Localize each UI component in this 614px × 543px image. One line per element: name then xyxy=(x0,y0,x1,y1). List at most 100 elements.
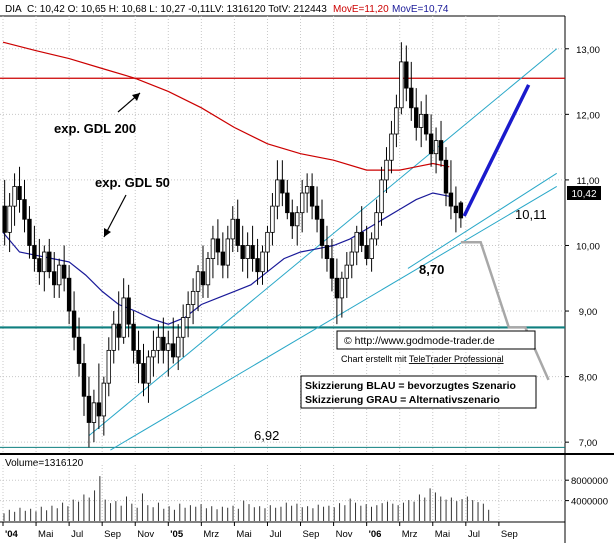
candle-body-up xyxy=(304,186,310,194)
price-tick-label: 8,00 xyxy=(579,373,598,384)
candle-body-up xyxy=(156,336,161,351)
candle-body-up xyxy=(433,140,439,155)
candle-body-up xyxy=(389,133,394,161)
candle-body-down xyxy=(161,336,166,351)
candle-body-up xyxy=(146,356,151,384)
time-tick-label: Sep xyxy=(303,529,320,540)
time-tick-label: Mai xyxy=(236,529,251,540)
candle-body-down xyxy=(71,310,77,338)
candle-body-down xyxy=(404,61,409,89)
candle-body-down xyxy=(220,251,226,266)
volume-grid xyxy=(0,465,565,521)
candle-body-down xyxy=(438,140,444,161)
price-tick-label: 7,00 xyxy=(579,438,598,449)
candle-body-down xyxy=(309,186,315,207)
candle-body-down xyxy=(423,113,429,135)
horizontal-lines xyxy=(0,77,565,448)
gdl200-arrowhead xyxy=(132,93,140,101)
candle-body-up xyxy=(275,179,280,207)
time-tick-label: Nov xyxy=(336,529,353,540)
candle-body-down xyxy=(280,179,285,194)
price-tick-label: 11,00 xyxy=(576,176,599,187)
credit-prefix: Chart erstellt mit xyxy=(341,354,409,364)
candle-body-down xyxy=(76,336,82,364)
candle-body-down xyxy=(235,218,240,246)
candle-body-down xyxy=(443,159,449,194)
candle-body-up xyxy=(299,192,305,214)
upper-channel-line xyxy=(407,172,558,269)
candle-body-down xyxy=(314,205,320,220)
candle-body-down xyxy=(126,297,131,325)
candle-body-down xyxy=(324,245,330,259)
price-tick-label: 10,00 xyxy=(576,241,600,252)
candle-body-up xyxy=(42,251,47,273)
time-tick-label: '04 xyxy=(5,529,19,540)
price-axis-ticks: 7,00 8,00 9,00 10,00 11,00 12,00 13,00 xyxy=(565,45,600,449)
time-tick-label: Jul xyxy=(71,529,83,540)
candle-body-down xyxy=(2,205,7,233)
candle-body-down xyxy=(136,349,141,364)
candle-body-up xyxy=(384,159,389,181)
candle-body-up xyxy=(394,107,399,135)
candle-body-down xyxy=(414,107,419,128)
current-price-label: 10,42 xyxy=(571,189,596,200)
candle-body-up xyxy=(151,349,156,358)
time-tick-label: Sep xyxy=(104,529,121,540)
candle-body-up xyxy=(101,382,107,417)
candle-body-up xyxy=(225,238,230,266)
candle-body-down xyxy=(141,363,146,384)
header-move50: MovE=10,74 xyxy=(392,4,449,15)
candle-body-down xyxy=(96,402,102,417)
candle-body-down xyxy=(329,258,335,279)
candle-body-down xyxy=(290,212,295,227)
credit-link[interactable]: TeleTrader Professional xyxy=(409,354,504,364)
candle-body-down xyxy=(27,218,32,246)
time-tick-label: '06 xyxy=(369,529,382,540)
candle-body-up xyxy=(205,258,211,286)
candle-body-down xyxy=(17,186,22,200)
candle-body-down xyxy=(319,218,325,246)
candle-body-up xyxy=(349,251,354,266)
candle-body-down xyxy=(215,238,221,253)
copyright-box xyxy=(336,330,536,350)
candle-body-up xyxy=(57,264,62,286)
candle-body-down xyxy=(61,264,67,279)
candle-body-down xyxy=(66,277,72,312)
candle-body-down xyxy=(255,258,260,273)
candle-body-up xyxy=(295,212,300,227)
gdl50-label: exp. GDL 50 xyxy=(95,175,170,190)
volume-label: Volume=1316120 xyxy=(5,458,84,469)
lower-trend-line xyxy=(110,186,557,451)
copyright-text: © http://www.godmode-trader.de xyxy=(344,335,495,347)
candle-body-up xyxy=(344,264,350,279)
candle-body-down xyxy=(116,323,121,338)
gdl50-arrow xyxy=(103,194,127,238)
current-price-tag xyxy=(567,186,601,200)
time-tick-label: Mai xyxy=(435,529,450,540)
volume-bars xyxy=(3,476,490,521)
candle-body-up xyxy=(190,290,196,305)
time-tick-label: Mrz xyxy=(203,529,219,540)
time-tick-label: Sep xyxy=(501,529,518,540)
candle-body-down xyxy=(285,192,290,214)
candle-body-up xyxy=(7,205,12,233)
candle-body-up xyxy=(121,297,126,338)
price-tick-label: 12,00 xyxy=(576,110,600,121)
volume-axis-ticks: 4000000 8000000 xyxy=(565,476,608,508)
candle-body-down xyxy=(47,251,52,273)
time-tick-label: Jul xyxy=(269,529,281,540)
header-ohlc: C: 10,42 O: 10,65 H: 10,68 L: 10,27 -0,1… xyxy=(27,4,211,15)
header-volume-stats: LV: 1316120 TotV: 212443 xyxy=(210,4,327,15)
volume-tick-label: 4000000 xyxy=(571,497,608,508)
candle-body-up xyxy=(91,402,97,423)
candle-body-down xyxy=(240,245,245,259)
candlesticks xyxy=(2,42,464,448)
candle-body-down xyxy=(52,271,57,286)
candle-body-up xyxy=(12,186,17,207)
candle-body-down xyxy=(250,245,255,259)
gdl200-label: exp. GDL 200 xyxy=(54,121,136,136)
candle-body-up xyxy=(379,179,384,214)
price-tick-label: 13,00 xyxy=(576,45,600,56)
candle-body-up xyxy=(418,113,424,128)
